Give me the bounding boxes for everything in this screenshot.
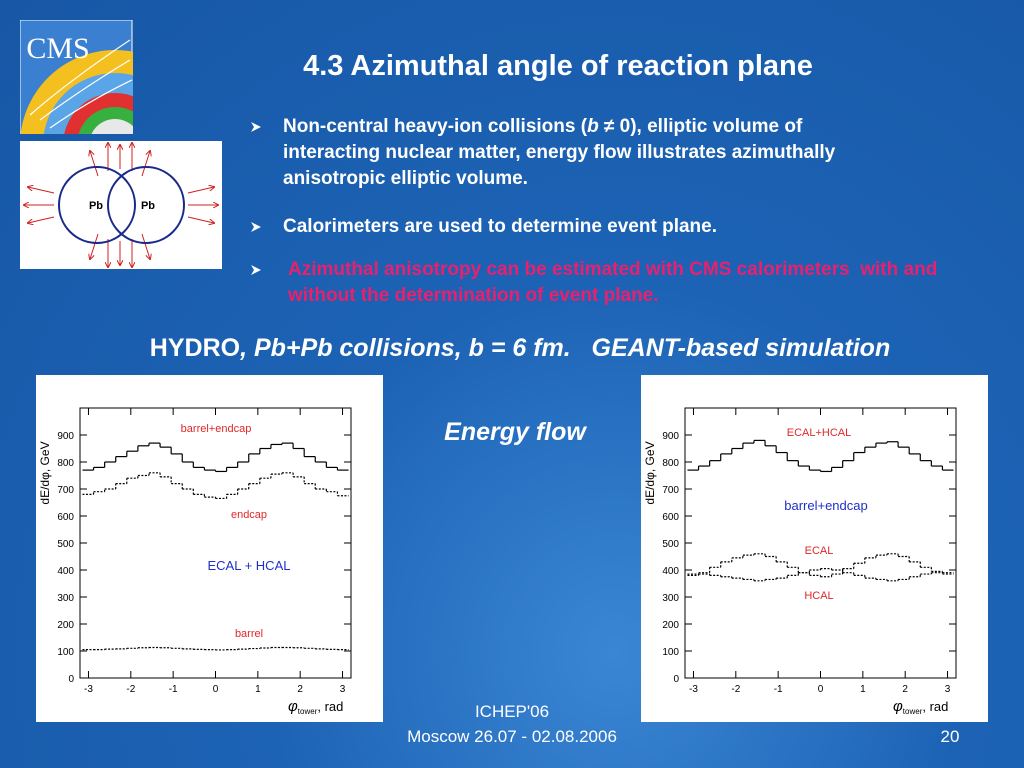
series-label: HCAL [804,590,833,602]
x-tick-label: -1 [169,684,178,695]
chart: 0 100 200 300 400 500 600 700 800 900 -3 -2 -1 0 1 2 3 dE… [643,407,957,716]
bullet: Non-central heavy-ion collisions (b ≠ 0)… [250,114,900,192]
x-tick-label: 2 [902,684,908,695]
x-axis-label: φtower, rad [893,698,948,716]
logo-text: CMS [26,32,89,65]
y-tick-label: 800 [662,458,679,469]
bullet-text: Calorimeters are used to determine event… [283,216,717,237]
footer-page: 20 [940,727,960,746]
y-tick-label: 300 [57,593,74,604]
x-tick-label: 1 [860,684,866,695]
x-tick-label: -3 [84,684,93,695]
x-tick-label: 0 [213,684,219,695]
y-tick-label: 400 [57,566,74,577]
y-tick-label: 100 [57,647,74,658]
bullet-text: Azimuthal anisotropy can be estimated wi… [288,259,943,306]
x-axis-label: φtower, rad [288,698,343,716]
y-tick-label: 700 [662,485,679,496]
bullet-text: Non-central heavy-ion collisions ( [283,116,588,137]
chart-panel: 0 100 200 300 400 500 600 700 800 900 -3 -2 -1 0 1 2 3 dE… [36,375,383,722]
bullet-marker [251,222,261,232]
y-tick-label: 300 [662,593,679,604]
x-tick-label: -2 [731,684,740,695]
x-axis-label-part: , rad [317,699,343,714]
y-axis-label: dE/dφ, GeV [643,441,657,504]
annotation: ECAL + HCAL [208,558,291,573]
x-tick-label: 0 [818,684,824,695]
y-tick-label: 400 [662,566,679,577]
footer-place-date: Moscow 26.07 - 02.08.2006 [407,727,617,746]
plot-frame [79,407,352,679]
y-tick-label: 500 [662,539,679,550]
nucleus-label: Pb [89,200,103,212]
subheading-text: HYDRO [149,334,241,362]
series-label: barrel [235,628,263,640]
y-tick-label: 600 [57,512,74,523]
collision-diagram: Pb Pb [20,141,222,269]
series-label: endcap [231,509,267,521]
y-tick-label: 900 [57,431,74,442]
x-axis-label-part: tower [903,707,923,716]
x-tick-label: -1 [774,684,783,695]
y-axis-label: dE/dφ, GeV [38,441,52,504]
bullet: Calorimeters are used to determine event… [250,214,950,240]
bullet-text: ≠ 0), elliptic volume of interacting nuc… [283,116,852,189]
bullet-marker [251,265,261,275]
series-label: barrel+endcap [181,423,252,435]
x-axis-label-part: φ [288,698,298,715]
annotation: barrel+endcap [784,498,867,513]
footer-conference: ICHEP'06 [474,702,550,721]
y-tick-label: 200 [662,620,679,631]
x-axis-label-part: tower [298,707,318,716]
y-tick-label: 800 [57,458,74,469]
x-tick-label: 2 [297,684,303,695]
x-tick-label: -2 [126,684,135,695]
y-tick-label: 700 [57,485,74,496]
x-tick-label: 3 [340,684,346,695]
series-label: ECAL+HCAL [787,427,852,439]
subheading: HYDRO, Pb+Pb collisions, b = 6 fm. GEANT… [20,334,1020,363]
chart-panel: 0 100 200 300 400 500 600 700 800 900 -3 -2 -1 0 1 2 3 dE… [641,375,988,722]
nucleus-label: Pb [141,200,155,212]
chart: 0 100 200 300 400 500 600 700 800 900 -3 -2 -1 0 1 2 3 dE… [38,407,352,716]
slide-title: 4.3 Azimuthal angle of reaction plane [303,50,813,82]
plot-frame [684,407,957,679]
bullet-text: b [587,116,599,137]
x-tick-label: 3 [945,684,951,695]
x-tick-label: -3 [689,684,698,695]
subheading-text: , Pb+Pb collisions, b = 6 fm. GEANT-base… [240,334,891,362]
y-tick-label: 900 [662,431,679,442]
y-tick-label: 0 [68,674,74,685]
y-tick-label: 600 [662,512,679,523]
y-tick-label: 200 [57,620,74,631]
bullet-marker [251,122,261,132]
series-label: ECAL [805,545,834,557]
x-tick-label: 1 [255,684,261,695]
x-axis-label-part: φ [893,698,903,715]
center-label: Energy flow [444,418,586,446]
y-tick-label: 0 [673,674,679,685]
y-tick-label: 500 [57,539,74,550]
cms-logo: CMS [20,20,133,134]
bullet: Azimuthal anisotropy can be estimated wi… [250,257,970,309]
y-tick-label: 100 [662,647,679,658]
x-axis-label-part: , rad [922,699,948,714]
